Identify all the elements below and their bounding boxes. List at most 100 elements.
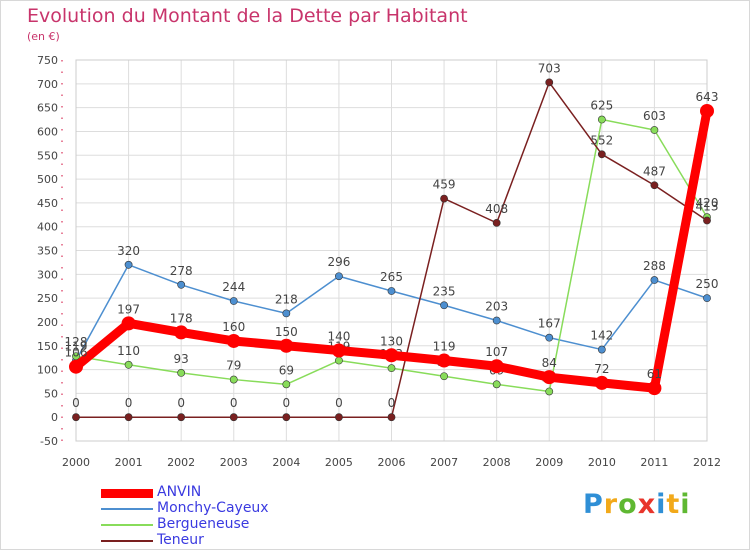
data-label: 203 bbox=[485, 300, 508, 314]
data-label: 0 bbox=[177, 396, 185, 410]
data-label: 110 bbox=[117, 344, 140, 358]
data-point bbox=[226, 333, 241, 348]
data-point bbox=[650, 181, 659, 190]
data-label: 128 bbox=[65, 335, 88, 349]
data-label: 250 bbox=[696, 277, 719, 291]
x-tick-label: 2008 bbox=[483, 456, 511, 469]
x-tick-label: 2011 bbox=[640, 456, 668, 469]
x-tick-label: 2003 bbox=[220, 456, 248, 469]
data-label: 265 bbox=[380, 270, 403, 284]
logo-letter: o bbox=[618, 489, 638, 520]
y-tick-label: 550 bbox=[37, 149, 58, 162]
y-tick-label: 50 bbox=[44, 387, 58, 400]
data-point bbox=[650, 126, 659, 134]
legend-swatch bbox=[101, 540, 153, 542]
logo-letter: x bbox=[637, 489, 657, 520]
x-tick-label: 2009 bbox=[535, 456, 563, 469]
data-point bbox=[177, 280, 186, 289]
data-label: 552 bbox=[590, 133, 613, 147]
data-label: 150 bbox=[275, 325, 298, 339]
proxiti-logo: Proxiti bbox=[583, 489, 691, 520]
data-point bbox=[229, 413, 238, 422]
y-tick-label: 100 bbox=[37, 364, 58, 377]
data-label: 72 bbox=[594, 362, 609, 376]
logo-letter: t bbox=[666, 489, 681, 520]
chart-title: Evolution du Montant de la Dette par Hab… bbox=[27, 5, 468, 27]
data-point bbox=[545, 78, 554, 87]
data-point bbox=[282, 309, 291, 318]
data-label: 603 bbox=[643, 109, 666, 123]
data-point bbox=[72, 413, 80, 422]
data-label: 0 bbox=[230, 396, 238, 410]
data-point bbox=[69, 359, 83, 374]
data-point bbox=[124, 413, 133, 422]
data-label: 244 bbox=[222, 280, 245, 294]
chart-subtitle: (en €) bbox=[27, 30, 60, 43]
logo-letter: r bbox=[603, 489, 619, 520]
legend-label: Teneur bbox=[157, 532, 204, 548]
y-tick-label: 650 bbox=[37, 102, 58, 115]
data-point bbox=[177, 368, 186, 377]
data-point bbox=[594, 375, 609, 390]
data-label: 0 bbox=[388, 396, 396, 410]
data-point bbox=[331, 343, 346, 358]
data-label: 0 bbox=[283, 396, 291, 410]
data-point bbox=[545, 387, 554, 396]
legend-label: Bergueneuse bbox=[157, 516, 250, 532]
data-label: 0 bbox=[72, 396, 80, 410]
data-point bbox=[229, 375, 238, 384]
y-tick-label: 700 bbox=[37, 78, 58, 91]
data-point bbox=[440, 194, 448, 203]
data-label: 288 bbox=[643, 259, 666, 273]
data-label: 703 bbox=[538, 61, 561, 75]
y-tick-label: -50 bbox=[40, 435, 58, 448]
data-label: 142 bbox=[590, 329, 613, 343]
x-tick-label: 2005 bbox=[325, 456, 353, 469]
series-monchy-cayeux: 119 320 278 244 218 296 265 235 203 167 142 288 250 bbox=[65, 244, 719, 365]
y-tick-label: 0 bbox=[51, 411, 58, 424]
data-point bbox=[542, 370, 557, 385]
logo-letter: i bbox=[680, 489, 691, 520]
data-point bbox=[597, 345, 606, 354]
logo-letter: i bbox=[656, 489, 667, 520]
y-tick-label: 150 bbox=[37, 340, 58, 353]
data-label: 278 bbox=[170, 264, 193, 278]
y-tick-label: 400 bbox=[37, 221, 58, 234]
data-label: 0 bbox=[335, 396, 343, 410]
data-label: 130 bbox=[380, 334, 403, 348]
data-point bbox=[121, 316, 136, 331]
series-teneur: 0 0 0 0 0 0 0 459 408 703 552 487 413 bbox=[72, 61, 718, 422]
data-point bbox=[335, 272, 343, 281]
data-point bbox=[440, 301, 448, 310]
data-label: 235 bbox=[433, 284, 456, 298]
data-label: 84 bbox=[542, 356, 557, 370]
y-tick-label: 200 bbox=[37, 316, 58, 329]
x-tick-label: 2001 bbox=[115, 456, 143, 469]
data-point bbox=[492, 316, 501, 325]
plot-area bbox=[75, 59, 708, 442]
data-point bbox=[647, 381, 662, 396]
data-point bbox=[597, 115, 606, 124]
data-point bbox=[384, 348, 399, 363]
data-point bbox=[229, 297, 238, 305]
data-label: 218 bbox=[275, 292, 298, 306]
logo-letter: P bbox=[583, 489, 604, 520]
data-point bbox=[387, 364, 396, 373]
y-tick-label: 350 bbox=[37, 245, 58, 258]
y-tick-label: 300 bbox=[37, 268, 58, 281]
data-point bbox=[387, 413, 396, 422]
x-tick-label: 2006 bbox=[378, 456, 406, 469]
data-point bbox=[440, 372, 448, 381]
data-point bbox=[703, 294, 711, 303]
data-point bbox=[650, 276, 659, 284]
data-label: 167 bbox=[538, 317, 561, 331]
x-tick-label: 2000 bbox=[62, 456, 90, 469]
legend-label: ANVIN bbox=[157, 484, 202, 500]
x-tick-label: 2007 bbox=[430, 456, 458, 469]
data-label: 107 bbox=[485, 345, 508, 359]
data-point bbox=[597, 150, 606, 159]
data-label: 487 bbox=[643, 164, 666, 178]
legend-swatch bbox=[101, 488, 153, 498]
